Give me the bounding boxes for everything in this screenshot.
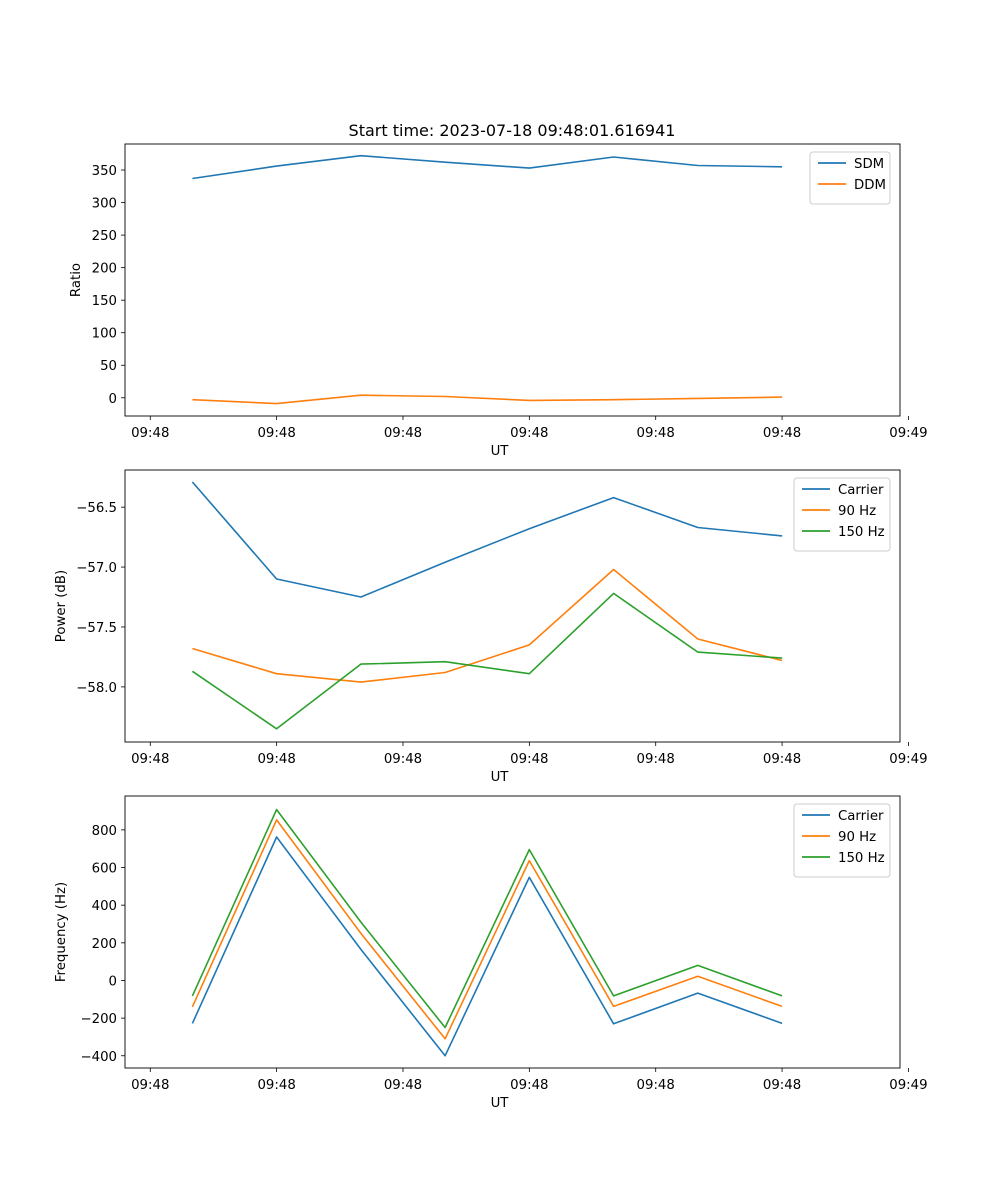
x-axis-label: UT bbox=[491, 1096, 510, 1111]
y-tick-label: −58.0 bbox=[76, 681, 117, 696]
x-tick-label: 09:49 bbox=[889, 426, 927, 441]
x-tick-label: 09:48 bbox=[637, 752, 675, 767]
series-line-carrier bbox=[191, 481, 783, 598]
legend-label: SDM bbox=[854, 157, 884, 172]
y-tick-label: 250 bbox=[92, 229, 117, 244]
x-tick-label: 09:48 bbox=[384, 752, 422, 767]
y-axis-label: Ratio bbox=[69, 263, 84, 297]
y-tick-label: 100 bbox=[92, 327, 117, 342]
legend-box bbox=[793, 477, 891, 552]
x-tick-label: 09:48 bbox=[131, 752, 169, 767]
y-tick-label: −200 bbox=[80, 1012, 117, 1027]
y-tick-label: 200 bbox=[92, 262, 117, 277]
x-tick-label: 09:48 bbox=[510, 752, 548, 767]
series-line-sdm bbox=[192, 154, 783, 180]
y-tick-label: −400 bbox=[80, 1050, 117, 1065]
legend-label: DDM bbox=[854, 178, 886, 193]
x-axis-label: UT bbox=[491, 770, 510, 785]
legend-box bbox=[793, 803, 891, 878]
legend-label: 150 Hz bbox=[838, 851, 885, 866]
subplot-2: 09:48 09:48 09:48 09:48 09:48 09:48 09:49 −58.0… bbox=[54, 469, 928, 785]
legend-label: 90 Hz bbox=[838, 830, 876, 845]
x-tick-label: 09:48 bbox=[510, 1078, 548, 1093]
y-tick-label: −56.5 bbox=[76, 501, 117, 516]
x-tick-label: 09:48 bbox=[637, 426, 675, 441]
subplot-3: 09:48 09:48 09:48 09:48 09:48 09:48 09:49 −400 −… bbox=[54, 795, 928, 1111]
x-tick-label: 09:48 bbox=[763, 1078, 801, 1093]
x-tick-label: 09:48 bbox=[763, 426, 801, 441]
y-tick-label: 300 bbox=[92, 197, 117, 212]
x-tick-label: 09:48 bbox=[257, 752, 295, 767]
figure-title: Start time: 2023-07-18 09:48:01.616941 bbox=[349, 121, 676, 140]
x-tick-label: 09:48 bbox=[384, 1078, 422, 1093]
y-tick-label: 0 bbox=[109, 392, 117, 407]
y-tick-label: 800 bbox=[92, 824, 117, 839]
y-tick-label: 200 bbox=[92, 937, 117, 952]
y-tick-label: 0 bbox=[109, 974, 117, 989]
legend-box bbox=[809, 151, 891, 205]
series-line-90-hz bbox=[192, 568, 783, 683]
y-tick-label: −57.0 bbox=[76, 561, 117, 576]
legend: Carrier 90 Hz 150 Hz bbox=[793, 803, 891, 878]
legend-label: Carrier bbox=[838, 483, 884, 498]
series-line-150-hz bbox=[191, 808, 783, 1029]
y-tick-label: 150 bbox=[92, 294, 117, 309]
legend-label: 150 Hz bbox=[838, 525, 885, 540]
subplot-1: 09:48 09:48 09:48 09:48 09:48 09:48 09:49 0 50 10… bbox=[69, 143, 928, 459]
axes-frame bbox=[124, 795, 901, 1069]
y-tick-label: 400 bbox=[92, 899, 117, 914]
axes-frame bbox=[124, 469, 901, 743]
y-tick-label: 600 bbox=[92, 862, 117, 877]
legend-label: 90 Hz bbox=[838, 504, 876, 519]
series-line-90-hz bbox=[191, 819, 783, 1040]
legend: Carrier 90 Hz 150 Hz bbox=[793, 477, 891, 552]
x-tick-label: 09:49 bbox=[889, 752, 927, 767]
y-axis-label: Power (dB) bbox=[54, 570, 69, 642]
x-tick-label: 09:48 bbox=[257, 426, 295, 441]
axes-frame bbox=[124, 143, 901, 417]
x-tick-label: 09:48 bbox=[637, 1078, 675, 1093]
series-line-carrier bbox=[191, 836, 783, 1057]
y-tick-label: −57.5 bbox=[76, 621, 117, 636]
series-line-150-hz bbox=[191, 592, 783, 730]
x-tick-label: 09:48 bbox=[510, 426, 548, 441]
x-tick-label: 09:48 bbox=[384, 426, 422, 441]
x-tick-label: 09:48 bbox=[131, 426, 169, 441]
y-axis-label: Frequency (Hz) bbox=[54, 882, 69, 982]
y-tick-label: 350 bbox=[92, 164, 117, 179]
x-axis-label: UT bbox=[491, 444, 510, 459]
series-line-ddm bbox=[192, 394, 783, 405]
legend-label: Carrier bbox=[838, 809, 884, 824]
x-tick-label: 09:48 bbox=[257, 1078, 295, 1093]
y-tick-label: 50 bbox=[100, 359, 117, 374]
x-tick-label: 09:48 bbox=[763, 752, 801, 767]
x-tick-label: 09:48 bbox=[131, 1078, 169, 1093]
plots-container: 09:48 09:48 09:48 09:48 09:48 09:48 09:49 0 50 10… bbox=[54, 143, 928, 1111]
legend: SDM DDM bbox=[809, 151, 891, 205]
x-tick-label: 09:49 bbox=[889, 1078, 927, 1093]
